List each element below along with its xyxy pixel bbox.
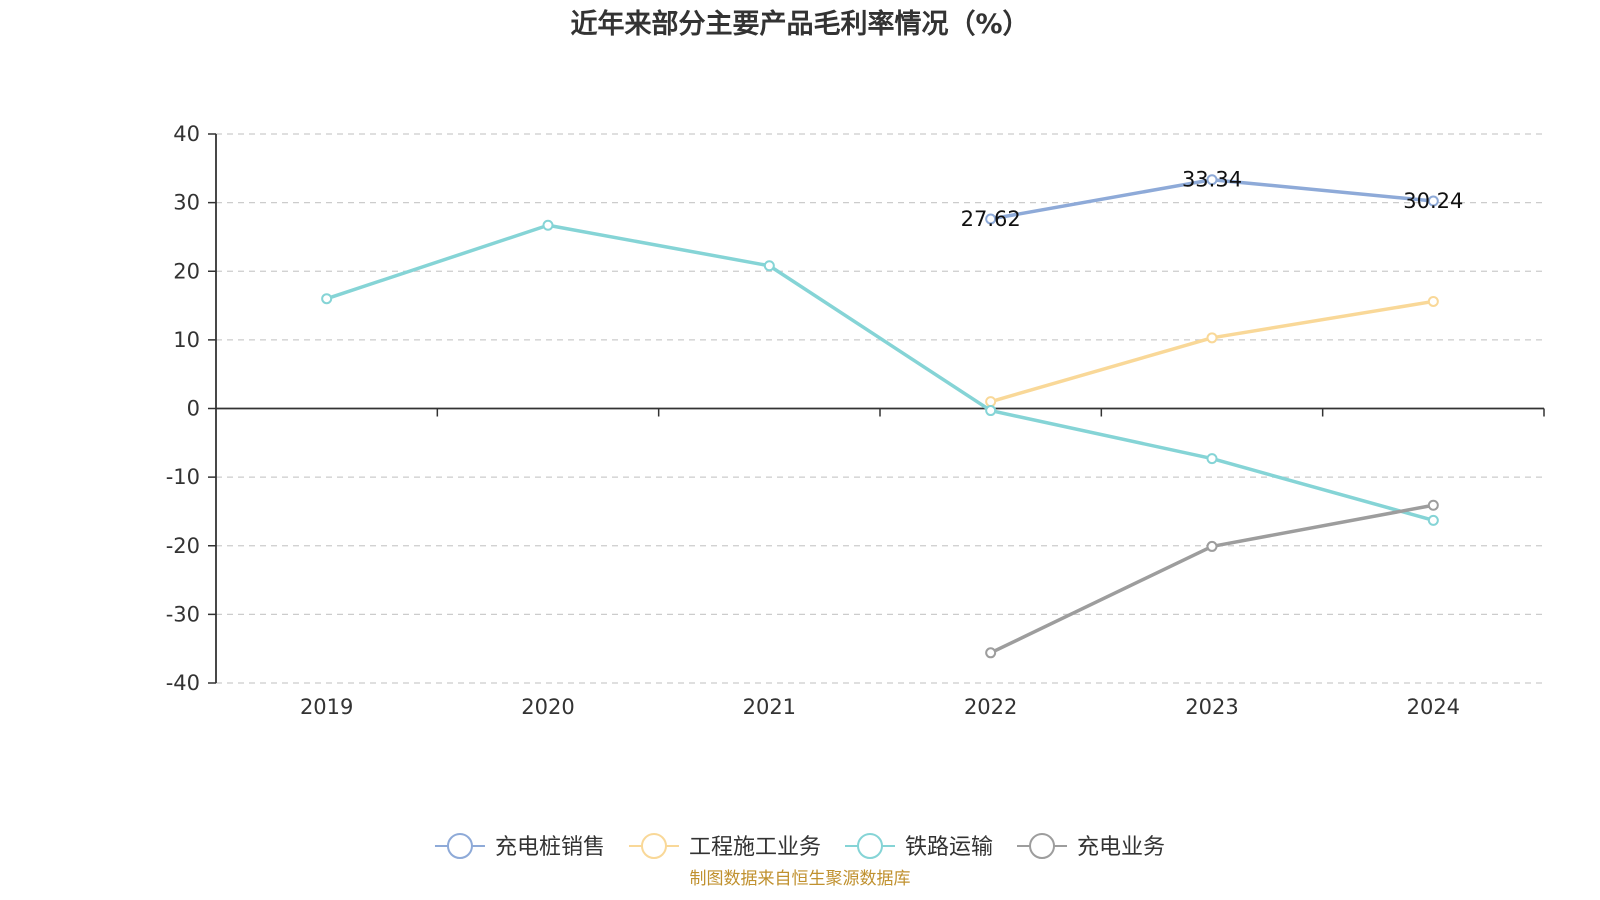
legend-circle-icon <box>1029 833 1056 859</box>
legend-label: 铁路运输 <box>905 835 993 860</box>
x-tick-label: 2021 <box>743 695 796 719</box>
y-tick-label: -10 <box>166 465 200 489</box>
x-tick-label: 2020 <box>521 695 574 719</box>
data-point <box>1206 540 1218 552</box>
legend-item[interactable]: 铁路运输 <box>845 833 993 860</box>
x-tick-label: 2024 <box>1407 695 1460 719</box>
legend[interactable]: 充电桩销售 工程施工业务 铁路运输 充电业务 <box>434 833 1165 860</box>
x-tick-label: 2019 <box>300 695 353 719</box>
y-tick-label: 10 <box>173 328 200 352</box>
data-point <box>1427 295 1439 307</box>
data-labels: 27.62 33.34 30.24 <box>961 168 1464 231</box>
x-tick-label: 2023 <box>1185 695 1238 719</box>
data-point <box>1206 332 1218 344</box>
y-tick-label: -40 <box>166 671 200 695</box>
data-point <box>1206 174 1218 186</box>
y-tick-label: -20 <box>166 534 200 558</box>
y-tick-label: 0 <box>187 397 200 421</box>
x-tick-label: 2022 <box>964 695 1017 719</box>
series-line-3 <box>988 503 1436 655</box>
legend-label: 充电桩销售 <box>495 835 605 860</box>
data-point <box>985 405 997 417</box>
data-point <box>985 213 997 225</box>
legend-circle-icon <box>446 833 473 859</box>
y-tick-label: 20 <box>173 259 200 283</box>
y-tick-label: 40 <box>173 122 200 146</box>
legend-circle-icon <box>640 833 667 859</box>
y-tick-label: 30 <box>173 191 200 215</box>
data-point <box>321 293 333 305</box>
data-label: 30.24 <box>1403 189 1463 213</box>
data-label: 27.62 <box>961 207 1021 231</box>
chart-title: 近年来部分主要产品毛利率情况（%） <box>570 8 1029 40</box>
legend-item[interactable]: 工程施工业务 <box>628 833 821 860</box>
data-label: 33.34 <box>1182 168 1242 192</box>
data-point <box>985 647 997 659</box>
data-point <box>1206 453 1218 465</box>
data-point <box>985 396 997 408</box>
legend-item[interactable]: 充电业务 <box>1017 833 1165 860</box>
data-point <box>1427 499 1439 511</box>
legend-label: 充电业务 <box>1077 835 1165 860</box>
legend-circle-icon <box>857 833 883 859</box>
data-source-note: 制图数据来自恒生聚源数据库 <box>690 869 911 889</box>
data-point <box>542 219 554 231</box>
series-line-1 <box>988 299 1436 404</box>
series-line-2 <box>324 223 1436 523</box>
legend-label: 工程施工业务 <box>689 835 821 860</box>
series-lines <box>321 174 1439 659</box>
data-point <box>1427 195 1439 207</box>
legend-item[interactable]: 充电桩销售 <box>434 833 605 860</box>
data-point <box>1427 514 1439 526</box>
data-point <box>763 260 775 272</box>
y-tick-label: -30 <box>166 602 200 626</box>
axes: 40 30 20 10 0 -10 -20 -30 -40 2019 2020 2021 2022 202… <box>166 122 1545 719</box>
